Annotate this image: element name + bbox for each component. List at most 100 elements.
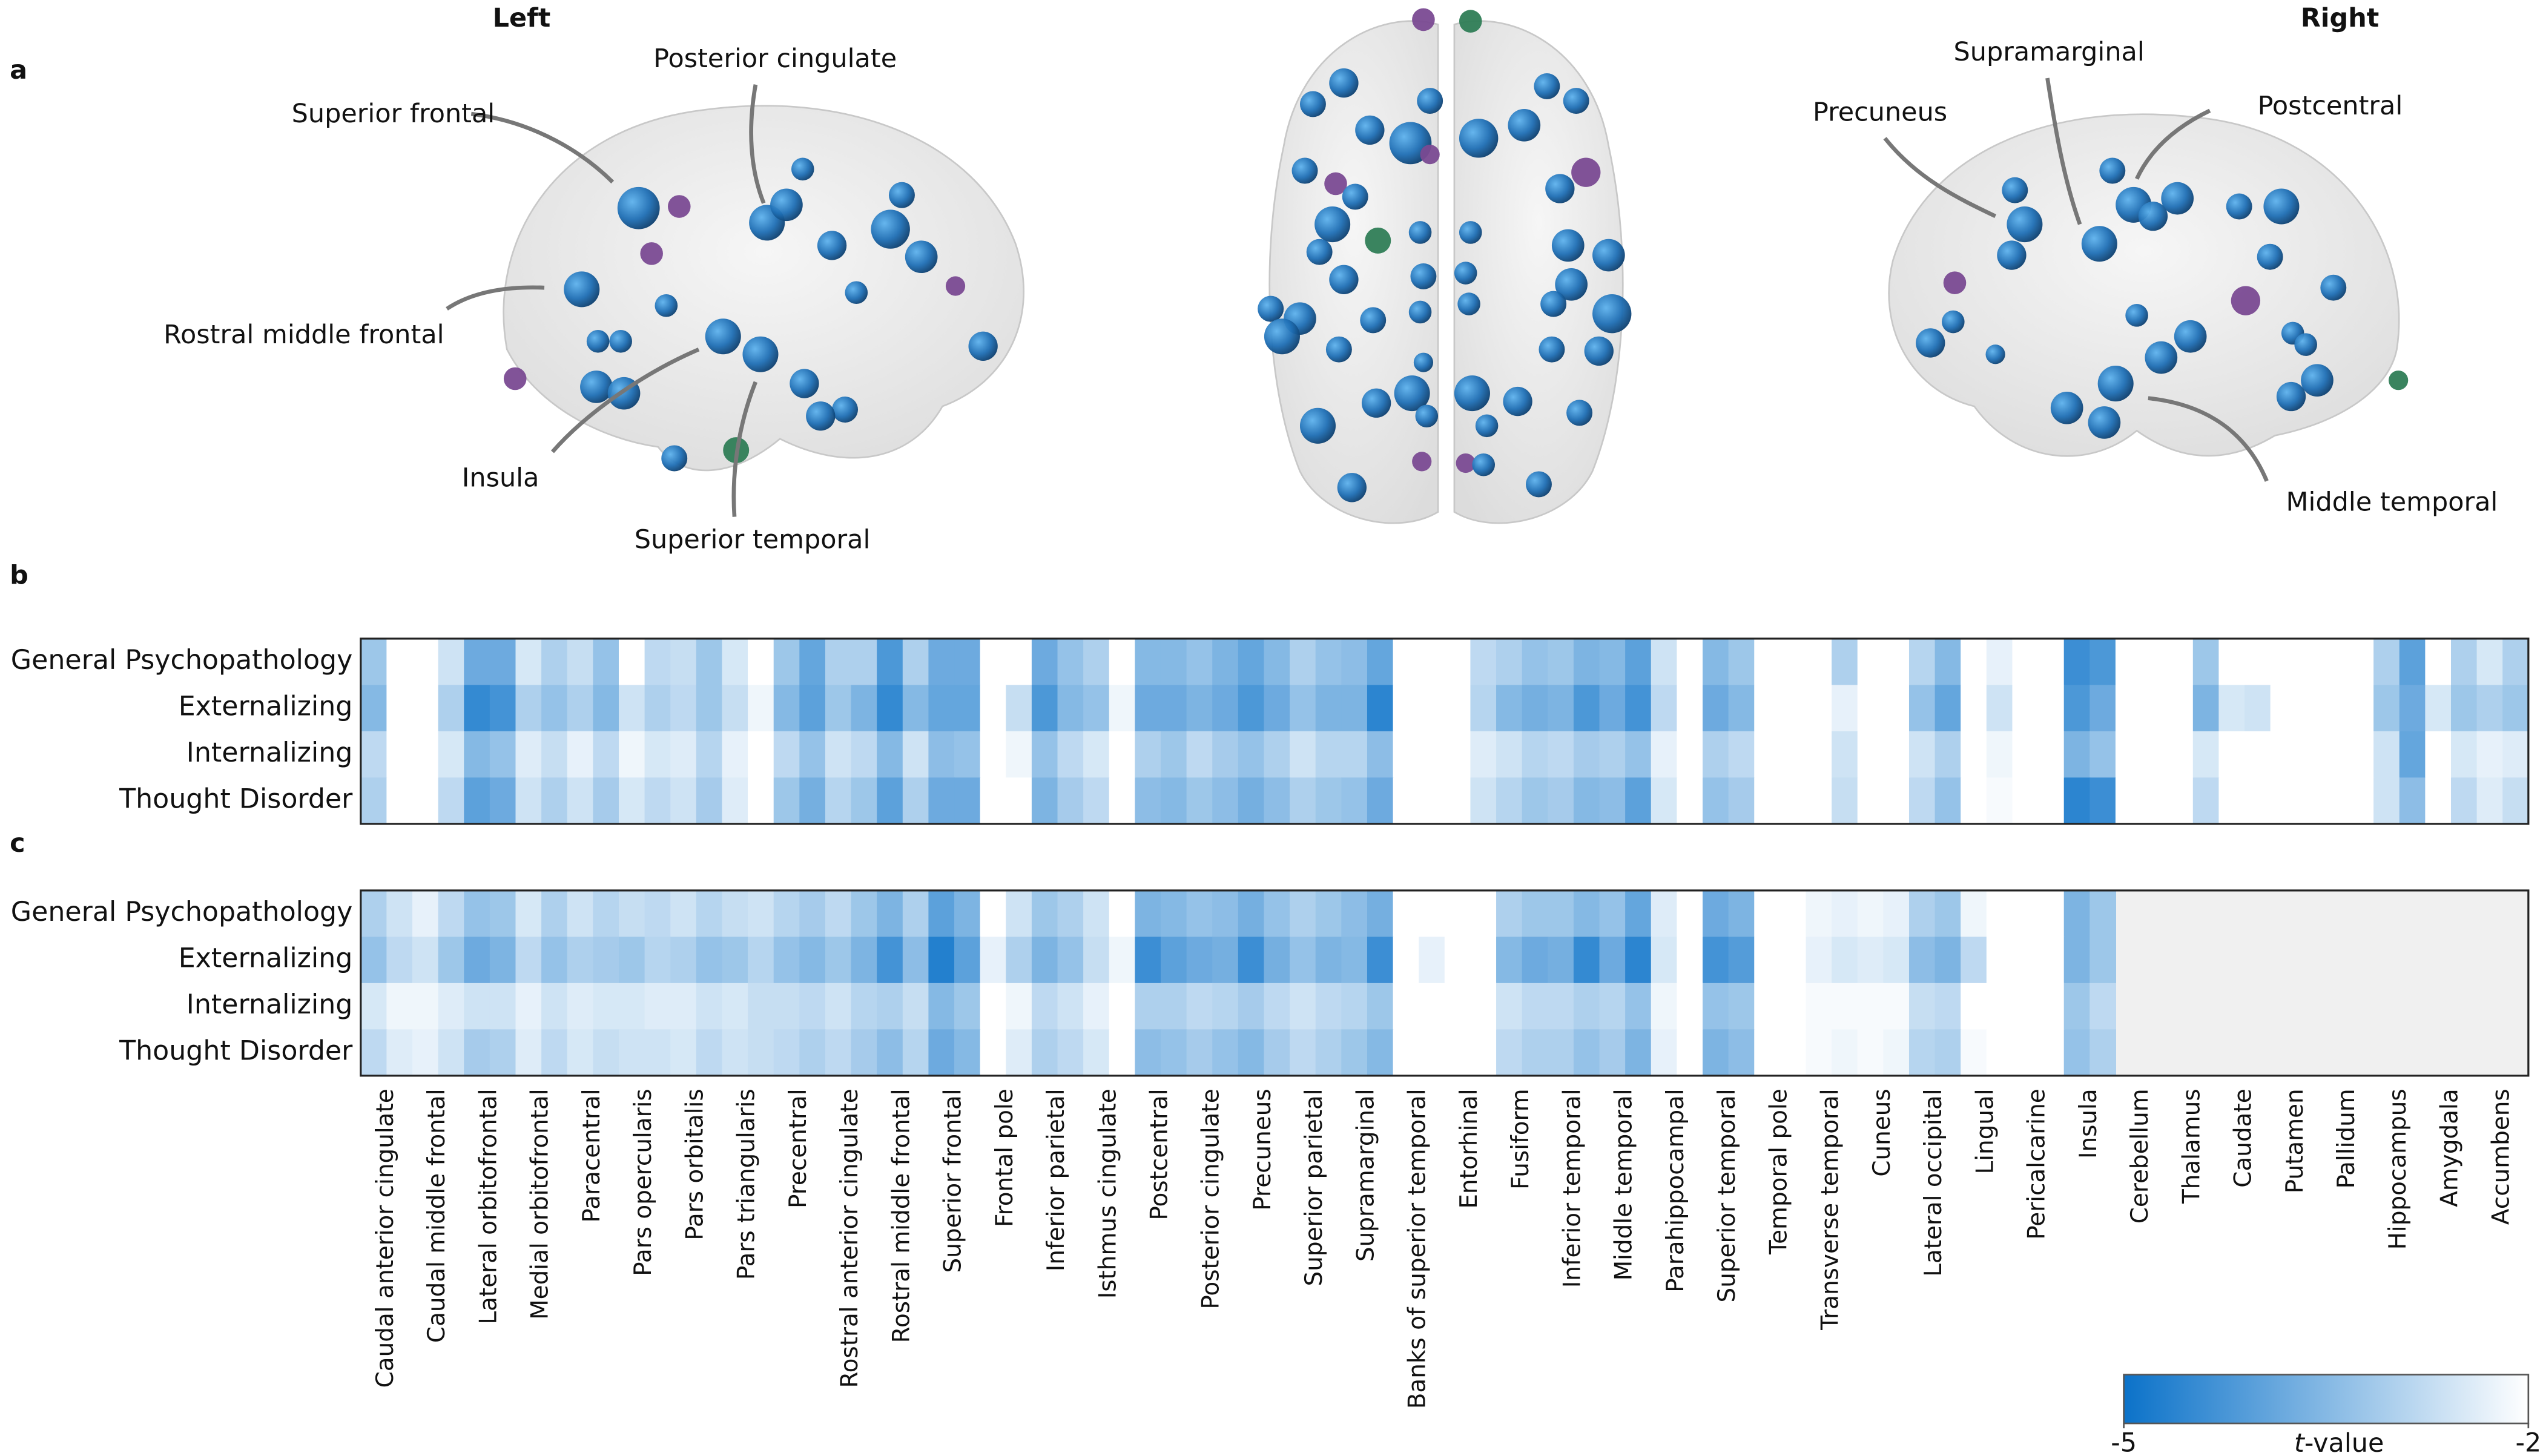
- heatmap-cell: [1754, 685, 1781, 732]
- heatmap-cell: [1290, 731, 1316, 779]
- heatmap-cell: [1238, 777, 1265, 825]
- column-label: Temporal pole: [1765, 1089, 1792, 1255]
- heatmap-cell: [1625, 1029, 1652, 1076]
- heatmap-cell: [2347, 777, 2375, 825]
- row-label: Internalizing: [186, 737, 353, 768]
- brain-node: [1412, 8, 1435, 31]
- heatmap-cell: [877, 731, 903, 779]
- heatmap-cell: [1470, 731, 1497, 779]
- heatmap-cell: [1934, 685, 1962, 732]
- heatmap-cell: [1625, 777, 1652, 825]
- heatmap-cell: [1522, 731, 1549, 779]
- region-label: Supramarginal: [1954, 37, 2145, 67]
- heatmap-cell: [1290, 685, 1316, 732]
- heatmap-cell: [902, 1029, 929, 1076]
- heatmap-cell: [464, 937, 490, 984]
- heatmap-cell: [515, 1029, 543, 1076]
- heatmap-cell: [1367, 685, 1394, 732]
- heatmap-cell: [928, 1029, 955, 1076]
- column-label: Pars orbitalis: [681, 1089, 708, 1240]
- heatmap-cell: [1341, 890, 1368, 938]
- heatmap-cell: [1135, 638, 1162, 686]
- heatmap-cell: [2012, 685, 2039, 732]
- heatmap-cell: [1573, 983, 1600, 1030]
- heatmap-cell: [1651, 777, 1678, 825]
- region-label: Postcentral: [2258, 91, 2403, 121]
- heatmap-cell: [851, 685, 878, 732]
- heatmap-cell: [722, 777, 749, 825]
- heatmap-cell: [1264, 1029, 1291, 1076]
- column-label: Middle temporal: [1611, 1089, 1638, 1280]
- heatmap-cell: [2245, 638, 2271, 686]
- brain-node: [617, 186, 660, 229]
- heatmap-cell: [799, 1029, 826, 1076]
- heatmap-cell: [2063, 777, 2091, 825]
- view-label: Left: [493, 3, 551, 33]
- heatmap-cell: [412, 937, 439, 984]
- heatmap-cell: [593, 1029, 620, 1076]
- heatmap-cell: [1625, 731, 1652, 779]
- heatmap-cell: [2218, 685, 2246, 732]
- heatmap-cell: [1986, 638, 2013, 686]
- column-label: Caudal anterior cingulate: [372, 1089, 399, 1388]
- heatmap-cell: [644, 731, 671, 779]
- heatmap-cell: [1186, 983, 1213, 1030]
- heatmap-cell: [1419, 983, 1445, 1030]
- heatmap-cell: [1341, 638, 1368, 686]
- heatmap-cell: [825, 937, 852, 984]
- heatmap-cell: [515, 890, 543, 938]
- heatmap-cell: [1832, 1029, 1858, 1076]
- heatmap-cell: [1522, 685, 1549, 732]
- heatmap-cell: [1264, 777, 1291, 825]
- heatmap-cell: [1779, 1029, 1807, 1076]
- heatmap-cell: [1651, 731, 1678, 779]
- heatmap-cell: [902, 777, 929, 825]
- heatmap-cell: [2450, 638, 2478, 686]
- heatmap-cell: [618, 685, 645, 732]
- brain-node: [1563, 88, 1589, 114]
- brain-node: [1454, 375, 1490, 412]
- colorbar-tick-label: -2: [2515, 1428, 2541, 1456]
- brain-node: [1329, 68, 1359, 98]
- heatmap-cell: [2270, 685, 2297, 732]
- heatmap-cell: [851, 638, 878, 686]
- heatmap-cell: [954, 777, 981, 825]
- heatmap-cell: [567, 890, 594, 938]
- heatmap-cell: [1083, 937, 1110, 984]
- heatmap-cell: [1393, 890, 1420, 938]
- heatmap-cell: [593, 685, 620, 732]
- heatmap-cell: [825, 685, 852, 732]
- heatmap-cell: [1651, 937, 1678, 984]
- heatmap-cell: [489, 685, 516, 732]
- heatmap-cell: [954, 731, 981, 779]
- column-label: Insula: [2075, 1089, 2102, 1159]
- column-label: Supramarginal: [1352, 1089, 1379, 1262]
- heatmap-cell: [1290, 777, 1316, 825]
- heatmap-cell: [2502, 685, 2529, 732]
- heatmap-cell: [541, 983, 568, 1030]
- heatmap-cell: [567, 1029, 594, 1076]
- heatmap-cell: [1728, 685, 1755, 732]
- heatmap-cell: [1522, 890, 1549, 938]
- heatmap-cell: [618, 638, 645, 686]
- heatmap-cell: [877, 937, 903, 984]
- heatmap-cell: [1470, 1029, 1497, 1076]
- heatmap-cell: [1651, 890, 1678, 938]
- brain-node: [668, 195, 691, 218]
- heatmap-cell: [902, 983, 929, 1030]
- heatmap-cell: [1135, 777, 1162, 825]
- heatmap-cell: [1238, 890, 1265, 938]
- heatmap-cell: [1160, 638, 1187, 686]
- heatmap-cell: [877, 890, 903, 938]
- heatmap-cell: [1599, 937, 1626, 984]
- heatmap-cell: [1961, 685, 1987, 732]
- heatmap-cell: [2063, 890, 2091, 938]
- heatmap-cell: [360, 937, 388, 984]
- heatmap-cell: [1186, 685, 1213, 732]
- brain-node: [1412, 452, 1432, 472]
- heatmap-cell: [980, 777, 1007, 825]
- column-label: Cuneus: [1868, 1089, 1896, 1176]
- brain-node: [1472, 453, 1496, 476]
- heatmap-cell: [696, 983, 723, 1030]
- heatmap-cell: [748, 685, 774, 732]
